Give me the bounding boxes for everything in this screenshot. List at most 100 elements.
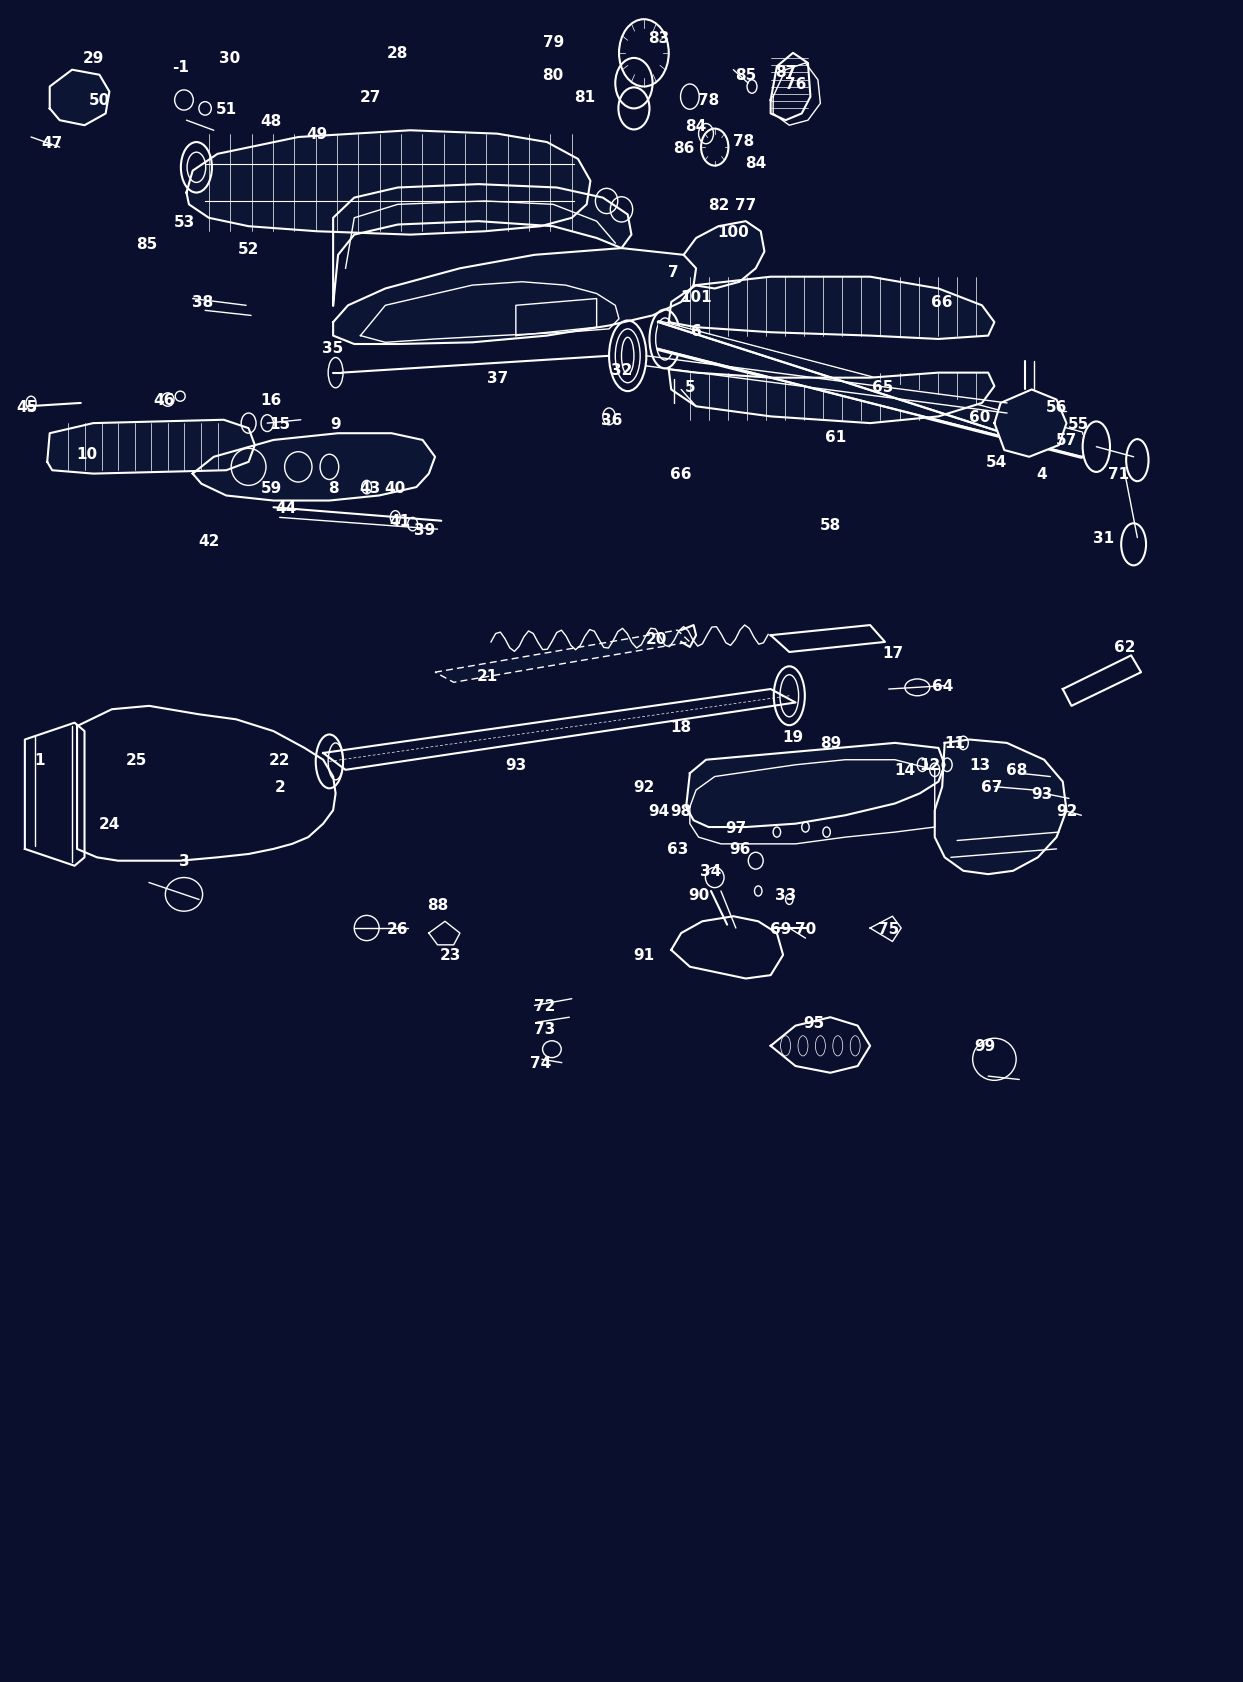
Text: 84: 84 bbox=[685, 119, 707, 133]
Text: 27: 27 bbox=[359, 91, 382, 104]
Text: 47: 47 bbox=[41, 136, 63, 150]
Polygon shape bbox=[659, 323, 1081, 458]
Text: 29: 29 bbox=[82, 52, 104, 66]
Text: 4: 4 bbox=[1037, 468, 1047, 481]
Text: 36: 36 bbox=[600, 414, 623, 427]
Text: 22: 22 bbox=[268, 754, 291, 767]
Text: 7: 7 bbox=[669, 266, 679, 279]
Text: 77: 77 bbox=[735, 198, 757, 212]
Text: 78: 78 bbox=[697, 94, 720, 108]
Text: 40: 40 bbox=[384, 481, 406, 495]
Text: 16: 16 bbox=[260, 394, 282, 407]
Text: 101: 101 bbox=[680, 291, 712, 304]
Text: 14: 14 bbox=[895, 764, 915, 777]
Polygon shape bbox=[50, 71, 109, 126]
Text: 69: 69 bbox=[769, 922, 792, 935]
Polygon shape bbox=[25, 723, 85, 866]
Text: 91: 91 bbox=[634, 949, 654, 962]
Text: 50: 50 bbox=[88, 94, 111, 108]
Text: 25: 25 bbox=[126, 754, 148, 767]
Text: 5: 5 bbox=[685, 380, 695, 394]
Text: 56: 56 bbox=[1045, 400, 1068, 414]
Polygon shape bbox=[193, 434, 435, 501]
Text: 41: 41 bbox=[390, 515, 410, 528]
Text: 66: 66 bbox=[931, 296, 953, 309]
Text: 78: 78 bbox=[732, 135, 755, 148]
Text: 49: 49 bbox=[306, 128, 328, 141]
Polygon shape bbox=[994, 390, 1066, 458]
Text: 76: 76 bbox=[784, 77, 807, 91]
Polygon shape bbox=[186, 131, 590, 235]
Text: 60: 60 bbox=[968, 410, 991, 424]
Text: 34: 34 bbox=[700, 865, 722, 878]
Text: 92: 92 bbox=[633, 780, 655, 794]
Text: 83: 83 bbox=[648, 32, 670, 45]
Text: 31: 31 bbox=[1094, 532, 1114, 545]
Text: 85: 85 bbox=[135, 237, 158, 251]
Text: 93: 93 bbox=[1030, 787, 1053, 801]
Text: 20: 20 bbox=[645, 632, 667, 646]
Text: 92: 92 bbox=[1055, 804, 1078, 817]
Text: 54: 54 bbox=[986, 456, 1008, 469]
Polygon shape bbox=[333, 249, 696, 345]
Text: 80: 80 bbox=[542, 69, 564, 82]
Text: 2: 2 bbox=[275, 780, 285, 794]
Text: 96: 96 bbox=[728, 843, 751, 856]
Text: 33: 33 bbox=[774, 888, 797, 902]
Text: 61: 61 bbox=[824, 431, 846, 444]
Text: 67: 67 bbox=[981, 780, 1003, 794]
Text: 68: 68 bbox=[1006, 764, 1028, 777]
Text: 23: 23 bbox=[439, 949, 461, 962]
Text: 63: 63 bbox=[666, 843, 689, 856]
Text: 37: 37 bbox=[486, 372, 508, 385]
Text: 99: 99 bbox=[973, 1039, 996, 1053]
Text: 84: 84 bbox=[745, 156, 767, 170]
Polygon shape bbox=[333, 185, 631, 306]
Text: 10: 10 bbox=[77, 447, 97, 461]
Text: 15: 15 bbox=[270, 417, 290, 431]
Text: 45: 45 bbox=[16, 400, 39, 414]
Text: 87: 87 bbox=[774, 66, 797, 79]
Text: 93: 93 bbox=[505, 759, 527, 772]
Text: 52: 52 bbox=[237, 242, 260, 256]
Text: 3: 3 bbox=[179, 854, 189, 868]
Text: 13: 13 bbox=[970, 759, 989, 772]
Text: 1: 1 bbox=[35, 754, 45, 767]
Text: 39: 39 bbox=[414, 523, 436, 537]
Text: 70: 70 bbox=[794, 922, 817, 935]
Text: 44: 44 bbox=[275, 501, 297, 515]
Text: 58: 58 bbox=[819, 518, 842, 532]
Polygon shape bbox=[435, 631, 690, 683]
Polygon shape bbox=[684, 222, 764, 289]
Text: 24: 24 bbox=[98, 817, 121, 831]
Text: 12: 12 bbox=[919, 759, 941, 772]
Text: 28: 28 bbox=[387, 47, 409, 61]
Text: 59: 59 bbox=[260, 481, 282, 495]
Text: 66: 66 bbox=[670, 468, 692, 481]
Text: 75: 75 bbox=[878, 922, 900, 935]
Text: 95: 95 bbox=[803, 1016, 825, 1029]
Text: 55: 55 bbox=[1068, 417, 1090, 431]
Text: 9: 9 bbox=[331, 417, 341, 431]
Text: 64: 64 bbox=[931, 680, 953, 693]
Text: 26: 26 bbox=[387, 922, 409, 935]
Text: 51: 51 bbox=[216, 103, 236, 116]
Text: 90: 90 bbox=[687, 888, 710, 902]
Polygon shape bbox=[77, 706, 336, 861]
Text: 72: 72 bbox=[533, 999, 556, 1013]
Polygon shape bbox=[47, 420, 255, 474]
Text: -1: -1 bbox=[172, 61, 189, 74]
Text: 65: 65 bbox=[871, 380, 894, 394]
Text: 85: 85 bbox=[735, 69, 757, 82]
Text: 46: 46 bbox=[153, 394, 175, 407]
Text: 94: 94 bbox=[648, 804, 670, 817]
Polygon shape bbox=[323, 690, 796, 770]
Text: 86: 86 bbox=[672, 141, 695, 155]
Text: 53: 53 bbox=[173, 215, 195, 229]
Text: 57: 57 bbox=[1055, 434, 1078, 447]
Text: 43: 43 bbox=[359, 481, 382, 495]
Text: 8: 8 bbox=[328, 481, 338, 495]
Text: 62: 62 bbox=[1114, 641, 1136, 654]
Text: 73: 73 bbox=[533, 1023, 556, 1036]
Text: 21: 21 bbox=[476, 669, 498, 683]
